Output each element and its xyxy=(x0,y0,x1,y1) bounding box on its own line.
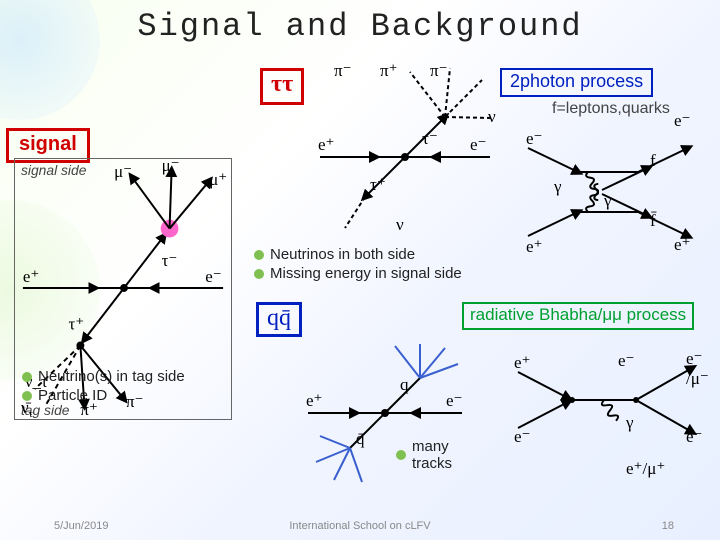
svg-text:μ⁻: μ⁻ xyxy=(162,159,180,175)
svg-text:ν: ν xyxy=(396,215,404,232)
svg-text:e⁻: e⁻ xyxy=(686,427,703,446)
bullet-icon xyxy=(254,269,264,279)
svg-text:e⁺: e⁺ xyxy=(526,237,543,256)
many-tracks-bullet: many tracks xyxy=(396,438,452,472)
svg-text:e⁺: e⁺ xyxy=(674,235,691,254)
svg-text:e⁻: e⁻ xyxy=(674,112,691,130)
bullet-icon xyxy=(254,250,264,260)
svg-text:τ⁺: τ⁺ xyxy=(370,175,386,194)
svg-text:e⁺: e⁺ xyxy=(306,391,323,410)
svg-text:/μ⁻: /μ⁻ xyxy=(686,369,708,388)
svg-text:μ⁻: μ⁻ xyxy=(114,162,132,181)
svg-text:e⁻: e⁻ xyxy=(514,427,531,446)
tau-bullets: Neutrinos in both side Missing energy in… xyxy=(254,246,462,284)
tau-bullet-1: Neutrinos in both side xyxy=(270,246,415,263)
svg-text:e⁻: e⁻ xyxy=(526,129,543,148)
svg-text:γ: γ xyxy=(553,177,562,196)
bullet-icon xyxy=(22,372,32,382)
bullet-icon xyxy=(396,450,406,460)
svg-text:e⁻: e⁻ xyxy=(446,391,463,410)
svg-text:e⁺/μ⁺: e⁺/μ⁺ xyxy=(626,459,665,478)
svg-text:π⁺: π⁺ xyxy=(380,62,398,80)
svg-text:γ: γ xyxy=(603,191,612,210)
bullet-icon xyxy=(22,391,32,401)
footer-page: 18 xyxy=(662,520,674,532)
svg-text:π⁻: π⁻ xyxy=(334,62,352,80)
svg-text:e⁺: e⁺ xyxy=(318,135,335,154)
tau-bullet-2: Missing energy in signal side xyxy=(270,265,462,282)
tag-bullet-2: Particle ID xyxy=(38,387,107,404)
svg-text:e⁺: e⁺ xyxy=(23,267,39,286)
page-title: Signal and Background xyxy=(0,8,720,45)
svg-text:τ⁻: τ⁻ xyxy=(162,251,178,270)
svg-text:γ: γ xyxy=(625,413,634,432)
bhabha-label: radiative Bhabha/μμ process xyxy=(462,302,694,330)
svg-text:q̄: q̄ xyxy=(356,429,365,448)
svg-text:τ⁺: τ⁺ xyxy=(69,315,85,334)
many-tracks-text: many tracks xyxy=(412,438,452,472)
tautau-label: ττ xyxy=(260,68,304,105)
svg-text:q: q xyxy=(400,375,409,394)
svg-text:f: f xyxy=(650,151,656,170)
tag-bullet-1: Neutrino(s) in tag side xyxy=(38,368,185,385)
svg-text:τ⁻: τ⁻ xyxy=(422,129,438,148)
tautau-diagram: e⁺ e⁻ τ⁻ τ⁺ π⁻ π⁺ π⁻ ν ν xyxy=(310,62,500,232)
svg-text:ν: ν xyxy=(488,107,496,126)
svg-text:e⁻: e⁻ xyxy=(205,267,221,286)
svg-text:e⁻: e⁻ xyxy=(686,349,703,368)
svg-text:π⁻: π⁻ xyxy=(430,62,448,80)
svg-text:μ⁺: μ⁺ xyxy=(209,170,227,189)
svg-text:e⁻: e⁻ xyxy=(618,351,635,370)
signal-side-text: signal side xyxy=(21,162,87,178)
tag-bullets: Neutrino(s) in tag side Particle ID xyxy=(22,368,185,406)
footer-center: International School on cLFV xyxy=(0,520,720,532)
two-photon-diagram: e⁻ e⁻ e⁺ e⁺ γ γ f f̄ xyxy=(518,112,698,272)
svg-text:e⁺: e⁺ xyxy=(514,353,531,372)
bhabha-diagram: e⁺ e⁻ e⁻ e⁻ /μ⁻ e⁻ γ e⁺/μ⁺ xyxy=(508,338,708,488)
svg-text:e⁻: e⁻ xyxy=(470,135,487,154)
two-photon-label: 2photon process xyxy=(500,68,653,97)
qq-label: qq̄ xyxy=(256,302,302,337)
